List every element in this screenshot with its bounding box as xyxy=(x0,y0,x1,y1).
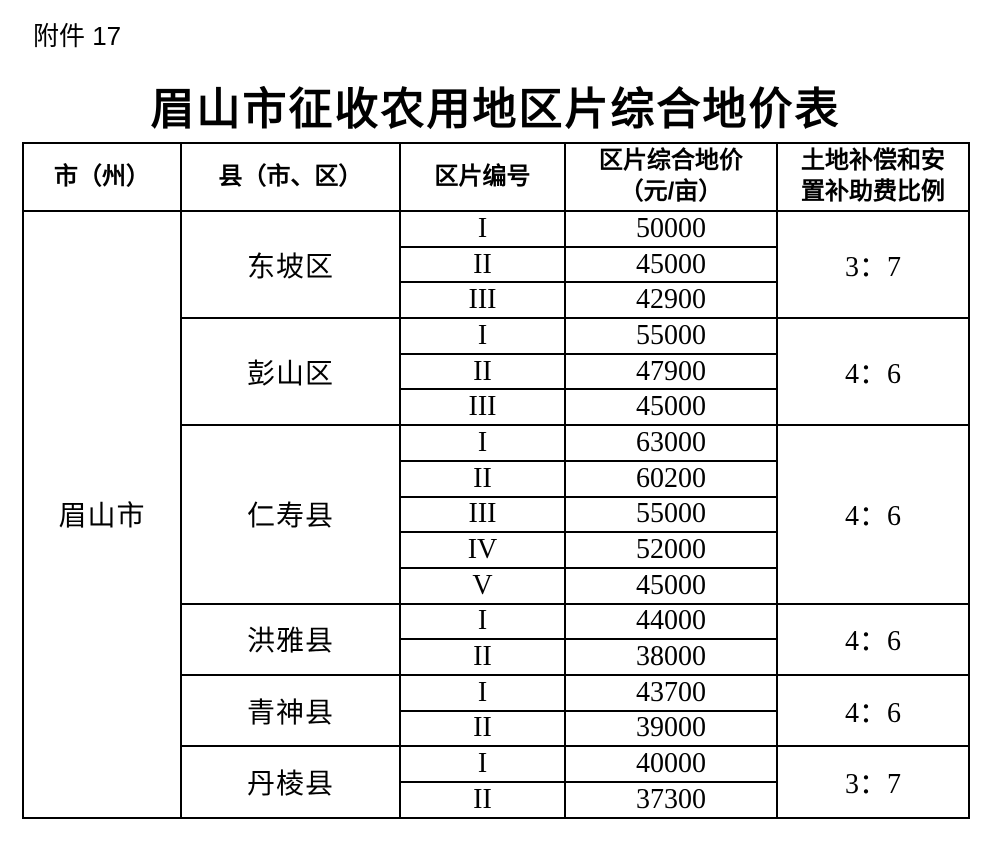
zone-number-cell: III xyxy=(399,281,566,320)
ratio-cell: 4：6 xyxy=(776,317,970,427)
zone-price-cell: 50000 xyxy=(564,210,778,248)
table-row: 眉山市 东坡区 I 50000 3：7 xyxy=(22,209,970,819)
ratio-cell: 3：7 xyxy=(776,745,970,819)
column-header-line: 区片综合地价 xyxy=(599,147,743,175)
zone-price-cell: 63000 xyxy=(564,424,778,462)
zone-number-cell: III xyxy=(399,496,566,534)
column-header-county: 县（市、区） xyxy=(180,142,401,212)
table-row: 仁寿县 I 63000 4：6 xyxy=(23,424,970,605)
zone-number-cell: II xyxy=(399,781,566,819)
zone-number-cell: I xyxy=(399,424,566,462)
page-title: 眉山市征收农用地区片综合地价表 xyxy=(150,85,841,134)
table-row: 青神县 I 43700 4：6 xyxy=(23,673,970,748)
zone-price-cell: 45000 xyxy=(564,246,778,284)
county-cell: 洪雅县 xyxy=(180,602,401,676)
ratio-cell: 4：6 xyxy=(776,673,970,748)
table-row: III 55000 xyxy=(23,496,969,534)
zone-price-cell: 39000 xyxy=(564,710,778,748)
county-cell: 仁寿县 xyxy=(180,424,401,605)
zone-price-cell: 40000 xyxy=(564,745,778,783)
zone-price-cell: 43700 xyxy=(564,673,778,712)
zone-price-cell: 38000 xyxy=(564,638,778,676)
zone-number-cell: III xyxy=(399,388,566,427)
ratio-cell: 4：6 xyxy=(776,424,970,605)
table-row: II 45000 xyxy=(23,246,969,284)
county-cell: 丹棱县 xyxy=(180,745,401,819)
zone-price-cell: 52000 xyxy=(564,531,778,569)
county-cell: 东坡区 xyxy=(180,209,401,320)
zone-price-cell: 55000 xyxy=(564,317,778,355)
table-row: IV 52000 xyxy=(23,531,969,569)
zone-price-cell: 47900 xyxy=(564,353,778,391)
county-cell: 青神县 xyxy=(180,673,401,748)
table-row: III 42900 xyxy=(23,281,969,320)
column-header-line: 县（市、区） xyxy=(218,162,363,190)
table-body: 眉山市 东坡区 I 50000 3：7 II 45000 III 42900 彭山区 I 55000 4… xyxy=(22,209,970,819)
city-cell: 眉山市 xyxy=(22,210,182,819)
table-row: 彭山区 I 55000 4：6 xyxy=(23,317,970,427)
table-head: 市（州） 县（市、区） 区片编号 区片综合地价 （元/亩） 土地补偿和安 置补助费比例 xyxy=(22,142,970,212)
zone-number-cell: II xyxy=(399,460,566,498)
column-header-line: （元/亩） xyxy=(619,178,723,205)
table-row: V 45000 xyxy=(23,567,969,605)
zone-number-cell: I xyxy=(399,210,566,248)
table-row: II 38000 xyxy=(23,638,969,676)
column-header-price: 区片综合地价 （元/亩） xyxy=(564,142,778,212)
zone-number-cell: II xyxy=(399,710,566,748)
column-header-line: 市（州） xyxy=(54,162,150,190)
table-row: II 37300 xyxy=(23,781,969,819)
column-header-ratio: 土地补偿和安 置补助费比例 xyxy=(776,142,970,212)
column-header-line: 区片编号 xyxy=(434,162,531,190)
zone-number-cell: II xyxy=(399,638,566,676)
zone-number-cell: I xyxy=(399,673,566,712)
table-header-row: 市（州） 县（市、区） 区片编号 区片综合地价 （元/亩） 土地补偿和安 置补助费比例 xyxy=(22,142,970,212)
table-row: III 45000 xyxy=(23,388,969,427)
table-row: II 47900 xyxy=(23,353,969,391)
zone-price-cell: 55000 xyxy=(564,496,778,534)
zone-price-cell: 37300 xyxy=(564,781,778,819)
column-header-zone: 区片编号 xyxy=(399,142,566,212)
zone-number-cell: II xyxy=(399,246,566,284)
column-header-city: 市（州） xyxy=(22,142,182,212)
table-row: II 60200 xyxy=(23,460,969,498)
ratio-cell: 3：7 xyxy=(776,209,970,320)
column-header-line: 土地补偿和安 xyxy=(801,147,945,175)
zone-number-cell: I xyxy=(399,602,566,641)
table-row: 丹棱县 I 40000 3：7 xyxy=(23,745,970,819)
table-row: 洪雅县 I 44000 4：6 xyxy=(23,602,970,676)
zone-price-cell: 42900 xyxy=(564,281,778,320)
zone-price-cell: 45000 xyxy=(564,567,778,605)
land-price-table: 市（州） 县（市、区） 区片编号 区片综合地价 （元/亩） 土地补偿和安 置补助费比例 眉山… xyxy=(22,142,970,819)
zone-number-cell: V xyxy=(399,567,566,605)
zone-price-cell: 45000 xyxy=(564,388,778,427)
county-cell: 彭山区 xyxy=(180,317,401,427)
zone-number-cell: I xyxy=(399,745,566,783)
attachment-label: 附件 17 xyxy=(33,21,122,51)
zone-number-cell: I xyxy=(399,317,566,355)
zone-price-cell: 44000 xyxy=(564,602,778,641)
zone-number-cell: IV xyxy=(399,531,566,569)
ratio-cell: 4：6 xyxy=(776,602,970,676)
zone-price-cell: 60200 xyxy=(564,460,778,498)
column-header-line: 置补助费比例 xyxy=(801,178,945,205)
zone-number-cell: II xyxy=(399,353,566,391)
table-row: II 39000 xyxy=(23,710,969,748)
